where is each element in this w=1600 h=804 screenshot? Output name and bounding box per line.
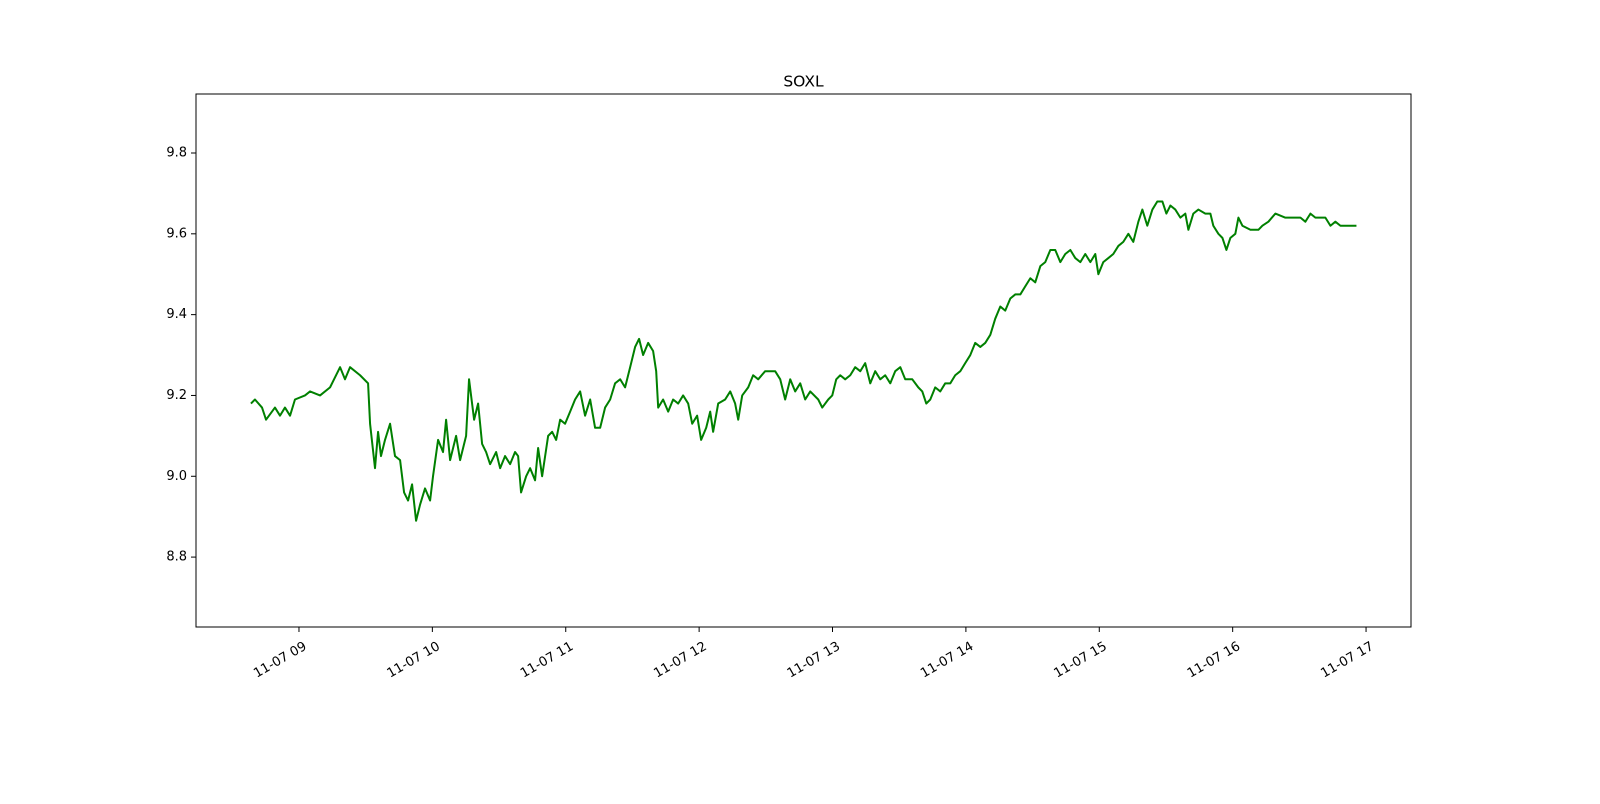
y-tick-label: 9.2 (166, 388, 187, 403)
y-tick-label: 8.8 (166, 550, 187, 565)
y-tick-label: 9.6 (166, 226, 187, 241)
y-tick-label: 9.8 (166, 145, 187, 160)
y-tick-label: 9.0 (166, 469, 187, 484)
price-line (250, 200, 1357, 522)
y-tick-label: 9.4 (166, 307, 187, 322)
plot-frame (195, 93, 1412, 628)
chart-title: SOXL (783, 73, 824, 91)
